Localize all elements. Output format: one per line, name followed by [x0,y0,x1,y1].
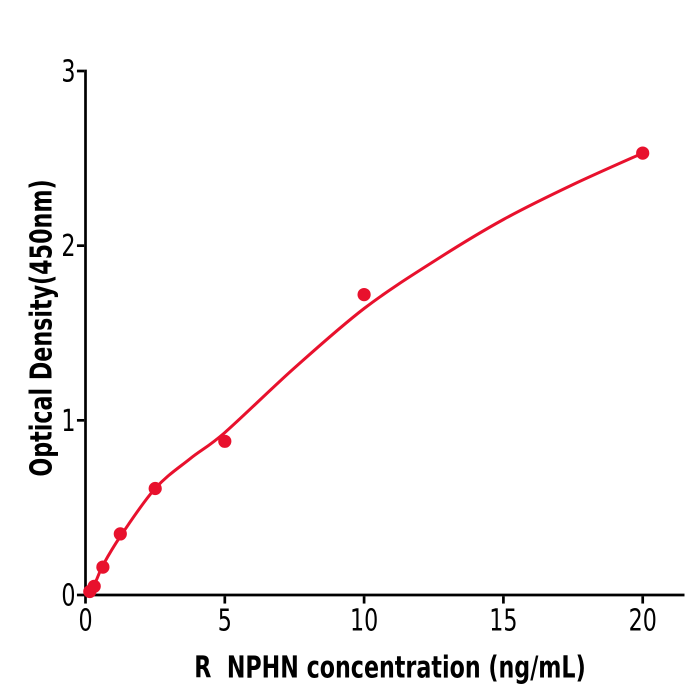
y-tick-label: 1 [61,405,75,439]
data-point [87,579,101,593]
y-tick-label: 2 [61,230,75,264]
x-tick-label: 10 [350,604,378,638]
data-point [96,560,110,574]
x-tick-label: 15 [489,604,517,638]
x-axis-title-text: R NPHN concentration (ng/mL) [194,650,586,686]
y-axis-title-text: Optical Density(450nm) [24,179,60,477]
data-point [113,527,127,541]
data-point [148,481,162,496]
fit-curve [84,151,645,596]
x-tick-label: 0 [78,604,92,638]
x-tick-label: 20 [629,604,657,638]
y-tick-label: 3 [61,55,75,89]
y-tick-label: 0 [61,579,75,613]
x-tick-label: 5 [218,604,232,638]
data-point [357,288,371,302]
data-point [218,434,232,448]
data-point [636,146,650,160]
